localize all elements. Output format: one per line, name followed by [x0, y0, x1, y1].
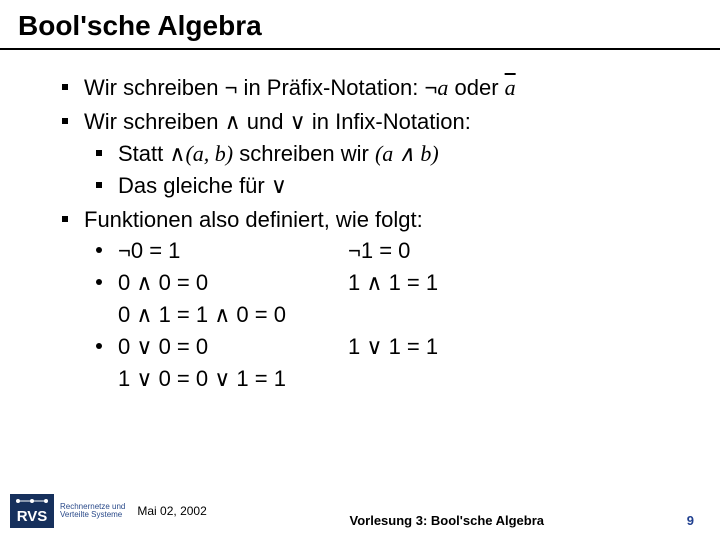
row-and-cont: 0 ∧ 1 = 1 ∧ 0 = 0 [94, 299, 680, 331]
cell: 0 ∨ 0 = 0 [118, 331, 348, 363]
cell: 1 ∧ 1 = 1 [348, 267, 680, 299]
logo-subtitle: Rechnernetze und Verteilte Systeme [60, 503, 125, 520]
text: Funktionen also definiert, wie folgt: [84, 207, 423, 232]
slide: Bool'sche Algebra Wir schreiben ¬ in Prä… [0, 0, 720, 540]
text: Wir schreiben ¬ in Präfix-Notation: ¬ [84, 75, 437, 100]
text: schreiben wir [233, 141, 375, 166]
bullet-list: Wir schreiben ¬ in Präfix-Notation: ¬a o… [60, 72, 680, 395]
cell: 1 ∨ 1 = 1 [348, 331, 680, 363]
cell: ¬0 = 1 [118, 235, 348, 267]
title-bar: Bool'sche Algebra [0, 0, 720, 50]
logo-text: RVS [17, 508, 48, 525]
expr: (a, b) [185, 141, 233, 166]
logo-block: RVS Rechnernetze und Verteilte Systeme M… [10, 494, 207, 528]
footer-page-number: 9 [687, 513, 694, 528]
row-neg: ¬0 = 1 ¬1 = 0 [94, 235, 680, 267]
var-a-bar: a [505, 75, 516, 100]
text: Das gleiche für ∨ [118, 173, 287, 198]
expr: (a ∧ b) [375, 141, 439, 166]
footer-date: Mai 02, 2002 [137, 504, 206, 518]
logo-line2: Verteilte Systeme [60, 511, 125, 519]
sub-list: ¬0 = 1 ¬1 = 0 0 ∧ 0 = 0 1 ∧ 1 = 1 0 ∧ 1 … [94, 235, 680, 394]
var-a: a [437, 75, 448, 100]
cell: 0 ∧ 0 = 0 [118, 267, 348, 299]
bullet-funktionen: Funktionen also definiert, wie folgt: ¬0… [60, 204, 680, 395]
slide-title: Bool'sche Algebra [18, 10, 702, 42]
footer-center: Vorlesung 3: Bool'sche Algebra [350, 513, 545, 528]
cell: ¬1 = 0 [348, 235, 680, 267]
sub-statt: Statt ∧(a, b) schreiben wir (a ∧ b) [94, 138, 680, 170]
text: Wir schreiben ∧ und ∨ in Infix-Notation: [84, 109, 471, 134]
text: oder [448, 75, 504, 100]
row-or-cont: 1 ∨ 0 = 0 ∨ 1 = 1 [94, 363, 680, 395]
rvs-logo-icon: RVS [10, 494, 54, 528]
row-or: 0 ∨ 0 = 0 1 ∨ 1 = 1 [94, 331, 680, 363]
sub-gleiche: Das gleiche für ∨ [94, 170, 680, 202]
sub-list: Statt ∧(a, b) schreiben wir (a ∧ b) Das … [94, 138, 680, 202]
bullet-infix-notation: Wir schreiben ∧ und ∨ in Infix-Notation:… [60, 106, 680, 202]
slide-content: Wir schreiben ¬ in Präfix-Notation: ¬a o… [0, 50, 720, 488]
row-and: 0 ∧ 0 = 0 1 ∧ 1 = 1 [94, 267, 680, 299]
text: Statt ∧ [118, 141, 185, 166]
bullet-prefix-notation: Wir schreiben ¬ in Präfix-Notation: ¬a o… [60, 72, 680, 104]
footer: RVS Rechnernetze und Verteilte Systeme M… [0, 488, 720, 540]
